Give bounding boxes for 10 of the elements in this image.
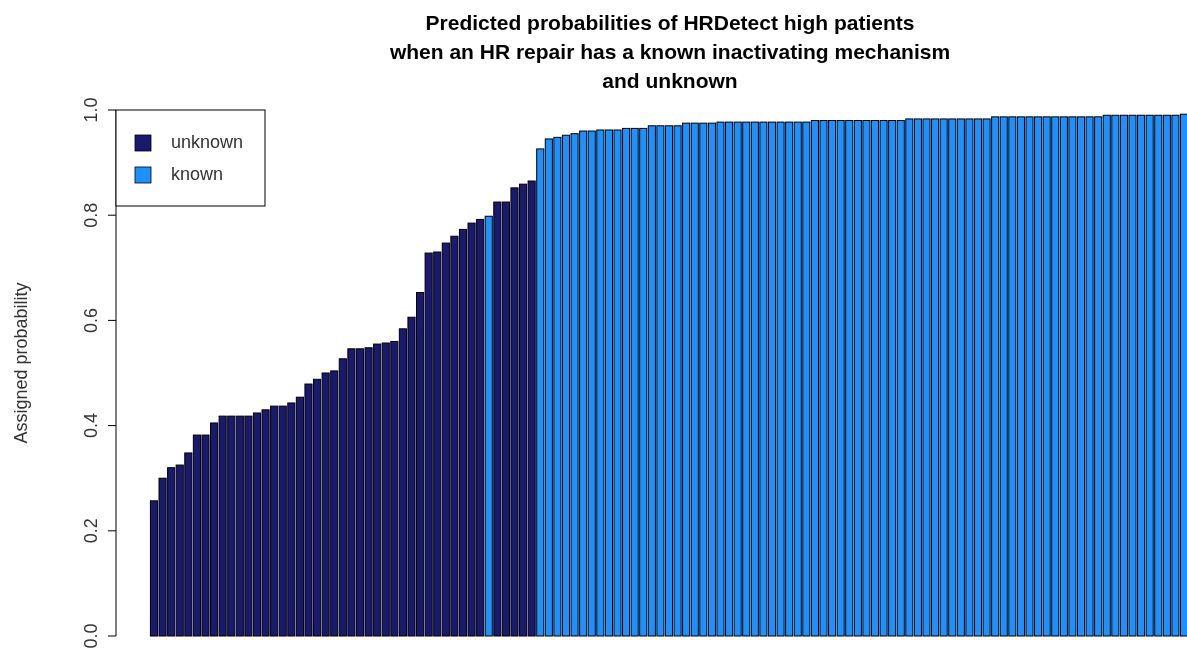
y-tick-label: 1.0: [80, 97, 101, 123]
y-tick-label: 0.6: [80, 307, 101, 333]
y-tick-label: 0.2: [80, 518, 101, 544]
chart-title: Predicted probabilities of HRDetect high patients when an HR repair has a known inactivating mechanism and unknown: [388, 11, 951, 92]
legend-label: unknown: [171, 131, 244, 152]
y-tick-label: 0.8: [80, 202, 101, 228]
y-tick-label: 0.0: [80, 623, 101, 649]
y-axis-title: Assigned probability: [10, 282, 31, 444]
y-tick-label: 0.4: [80, 413, 101, 439]
legend-label: known: [171, 163, 224, 184]
